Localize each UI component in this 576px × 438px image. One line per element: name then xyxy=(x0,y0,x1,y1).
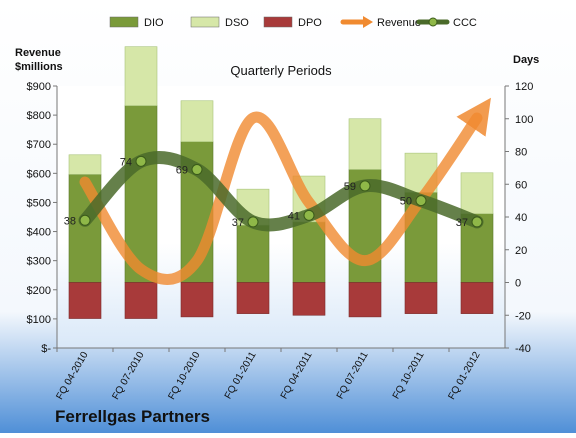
ccc-data-label: 37 xyxy=(232,217,244,229)
left-tick-label: $700 xyxy=(27,139,51,151)
ccc-data-label: 41 xyxy=(288,210,300,222)
right-axis-label: Days xyxy=(513,54,539,66)
bar-dpo xyxy=(124,282,158,319)
right-tick-label: 20 xyxy=(515,245,527,257)
right-tick-label: 100 xyxy=(515,114,533,126)
left-tick-label: $900 xyxy=(27,81,51,93)
bar-dpo xyxy=(292,282,326,316)
legend-arrow-revenue xyxy=(363,16,373,28)
legend-label-dio: DIO xyxy=(144,17,164,29)
left-tick-label: $- xyxy=(41,343,51,355)
ccc-point xyxy=(303,209,315,221)
bar-dio xyxy=(236,224,270,283)
bar-dpo xyxy=(348,282,382,318)
revenue-line xyxy=(79,97,491,285)
bar-dpo xyxy=(236,282,270,314)
plot-area xyxy=(57,86,505,348)
ccc-data-label: 69 xyxy=(176,165,188,177)
bar-dpo xyxy=(404,282,438,314)
left-tick-label: $400 xyxy=(27,227,51,239)
lines xyxy=(78,97,491,285)
bar-dso xyxy=(68,154,102,175)
right-tick-label: 40 xyxy=(515,212,527,224)
right-tick-label: -40 xyxy=(515,343,531,355)
ccc-data-label: 50 xyxy=(400,196,412,208)
left-tick-label: $200 xyxy=(27,285,51,297)
left-axis-label-line1: Revenue xyxy=(15,47,61,59)
left-tick-label: $500 xyxy=(27,197,51,209)
right-tick-label: 60 xyxy=(515,179,527,191)
bar-dso xyxy=(180,100,214,142)
ccc-point xyxy=(135,155,147,167)
legend-label-ccc: CCC xyxy=(453,17,477,29)
bar-dso xyxy=(124,46,158,106)
bar-dso xyxy=(348,118,382,170)
ccc-point xyxy=(471,216,483,228)
bar-dio xyxy=(292,221,326,283)
bar-dpo xyxy=(180,282,214,318)
legend-label-dso: DSO xyxy=(225,17,249,29)
left-tick-label: $100 xyxy=(27,314,51,326)
right-tick-label: 80 xyxy=(515,147,527,159)
legend-swatch-dpo xyxy=(263,16,293,28)
ccc-data-label: 37 xyxy=(456,217,468,229)
left-tick-label: $600 xyxy=(27,168,51,180)
ccc-data-label: 74 xyxy=(120,156,132,168)
legend-swatch-dio xyxy=(109,16,139,28)
legend: DIO DSO DPO Revenue CCC xyxy=(109,16,477,29)
legend-marker-ccc xyxy=(428,17,438,27)
ccc-data-label: 38 xyxy=(64,215,76,227)
chart-title: Quarterly Periods xyxy=(230,63,332,78)
right-tick-label: 0 xyxy=(515,278,521,290)
ccc-point xyxy=(79,214,91,226)
bar-dpo xyxy=(68,282,102,319)
bar-dpo xyxy=(460,282,494,314)
labels: 38 74 69 37 41 59 50 37 xyxy=(64,156,468,229)
ccc-point xyxy=(359,180,371,192)
right-tick-label: -20 xyxy=(515,310,531,322)
ccc-point xyxy=(247,216,259,228)
bar-dso xyxy=(460,172,494,215)
right-tick-label: 120 xyxy=(515,81,533,93)
legend-swatch-dso xyxy=(190,16,220,28)
legend-label-revenue: Revenue xyxy=(377,17,421,29)
left-axis-label-line2: $millions xyxy=(15,61,63,73)
left-tick-label: $300 xyxy=(27,256,51,268)
legend-label-dpo: DPO xyxy=(298,17,322,29)
left-tick-label: $800 xyxy=(27,110,51,122)
ccc-point xyxy=(191,164,203,176)
ccc-data-label: 59 xyxy=(344,181,356,193)
ccc-point xyxy=(415,195,427,207)
company-name: Ferrellgas Partners xyxy=(55,407,210,426)
